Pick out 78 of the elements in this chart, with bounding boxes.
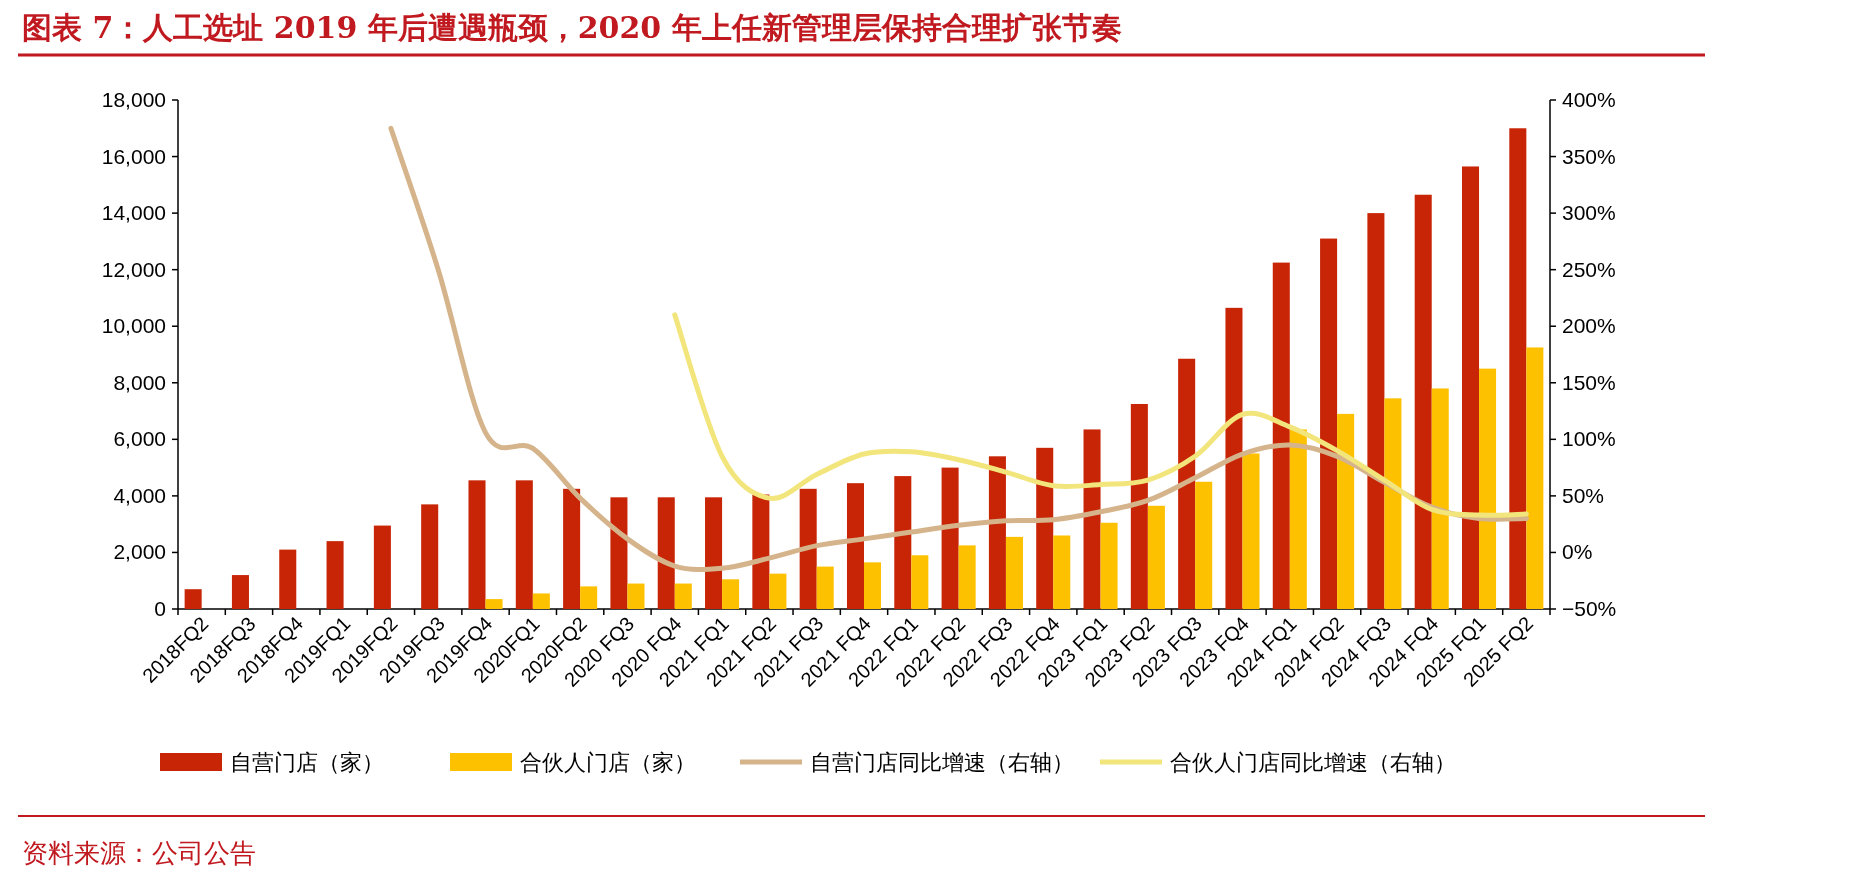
bar: [769, 573, 787, 609]
bar: [911, 555, 929, 609]
y2-tick-label: 50%: [1562, 483, 1605, 507]
legend-label: 合伙人门店（家）: [520, 750, 696, 775]
bar: [1384, 398, 1402, 609]
bar: [1225, 307, 1243, 609]
legend-label: 合伙人门店同比增速（右轴）: [1170, 750, 1456, 775]
bar: [752, 494, 770, 609]
bar: [941, 467, 959, 609]
y-tick-label: 0: [154, 597, 166, 620]
bar: [1195, 481, 1213, 609]
bar: [515, 480, 533, 609]
y-tick-label: 10,000: [101, 314, 166, 338]
y-tick-label: 16,000: [101, 144, 166, 168]
bar: [1242, 453, 1260, 609]
y2-tick-label: 300%: [1562, 201, 1616, 225]
bar: [958, 545, 976, 609]
bar: [1337, 413, 1355, 609]
bar: [1053, 535, 1071, 609]
bar: [1479, 368, 1497, 609]
bar: [988, 456, 1006, 609]
y-tick-label: 18,000: [101, 88, 166, 111]
bar: [1431, 388, 1449, 609]
bar: [1005, 536, 1023, 609]
legend-label: 自营门店同比增速（右轴）: [810, 750, 1074, 775]
y2-tick-label: 100%: [1562, 427, 1616, 451]
bar: [184, 589, 202, 609]
bar: [1509, 128, 1527, 609]
bar: [563, 488, 581, 609]
y-tick-label: 14,000: [101, 201, 166, 225]
bar: [1289, 429, 1307, 609]
bar: [580, 586, 598, 609]
bar: [1414, 194, 1432, 609]
bar: [864, 562, 882, 609]
y2-tick-label: 250%: [1562, 257, 1616, 281]
chart-title: 图表 7：人工选址 2019 年后遭遇瓶颈，2020 年上任新管理层保持合理扩张节奏: [22, 10, 1122, 45]
bar: [1526, 347, 1544, 609]
bar: [799, 488, 817, 609]
y2-tick-label: −50%: [1562, 597, 1617, 620]
bar: [1083, 429, 1101, 609]
bar: [722, 579, 740, 609]
y-tick-label: 6,000: [113, 427, 166, 451]
y-tick-label: 12,000: [101, 257, 166, 281]
bar: [1320, 238, 1338, 609]
bar: [1462, 166, 1480, 609]
bar: [468, 480, 486, 609]
bar: [610, 497, 628, 609]
bar: [1036, 447, 1054, 609]
text: 资料来源：公司公告: [22, 838, 256, 868]
bar: [326, 541, 344, 609]
bar: [421, 504, 439, 609]
y-tick-label: 8,000: [113, 370, 166, 394]
bar: [231, 575, 249, 609]
bar: [373, 525, 391, 609]
y2-tick-label: 400%: [1562, 88, 1616, 111]
bar: [279, 549, 297, 609]
bar: [1178, 358, 1196, 609]
y-tick-label: 4,000: [113, 483, 166, 507]
bar: [894, 476, 912, 609]
bar: [1272, 262, 1290, 609]
bar: [846, 483, 864, 609]
bar: [1147, 505, 1165, 609]
y-tick-label: 2,000: [113, 540, 166, 564]
bar: [674, 583, 692, 609]
bar: [1100, 522, 1118, 609]
bar: [657, 497, 675, 609]
bar: [532, 593, 550, 609]
bar: [1130, 403, 1148, 609]
bar: [627, 583, 645, 609]
bar: [705, 497, 723, 609]
bar: [1367, 213, 1385, 609]
bar: [485, 599, 503, 609]
y2-tick-label: 200%: [1562, 314, 1616, 338]
bar: [816, 566, 834, 609]
y2-tick-label: 350%: [1562, 144, 1616, 168]
y2-tick-label: 150%: [1562, 370, 1616, 394]
y2-tick-label: 0%: [1562, 540, 1593, 564]
legend-label: 自营门店（家）: [230, 750, 384, 775]
